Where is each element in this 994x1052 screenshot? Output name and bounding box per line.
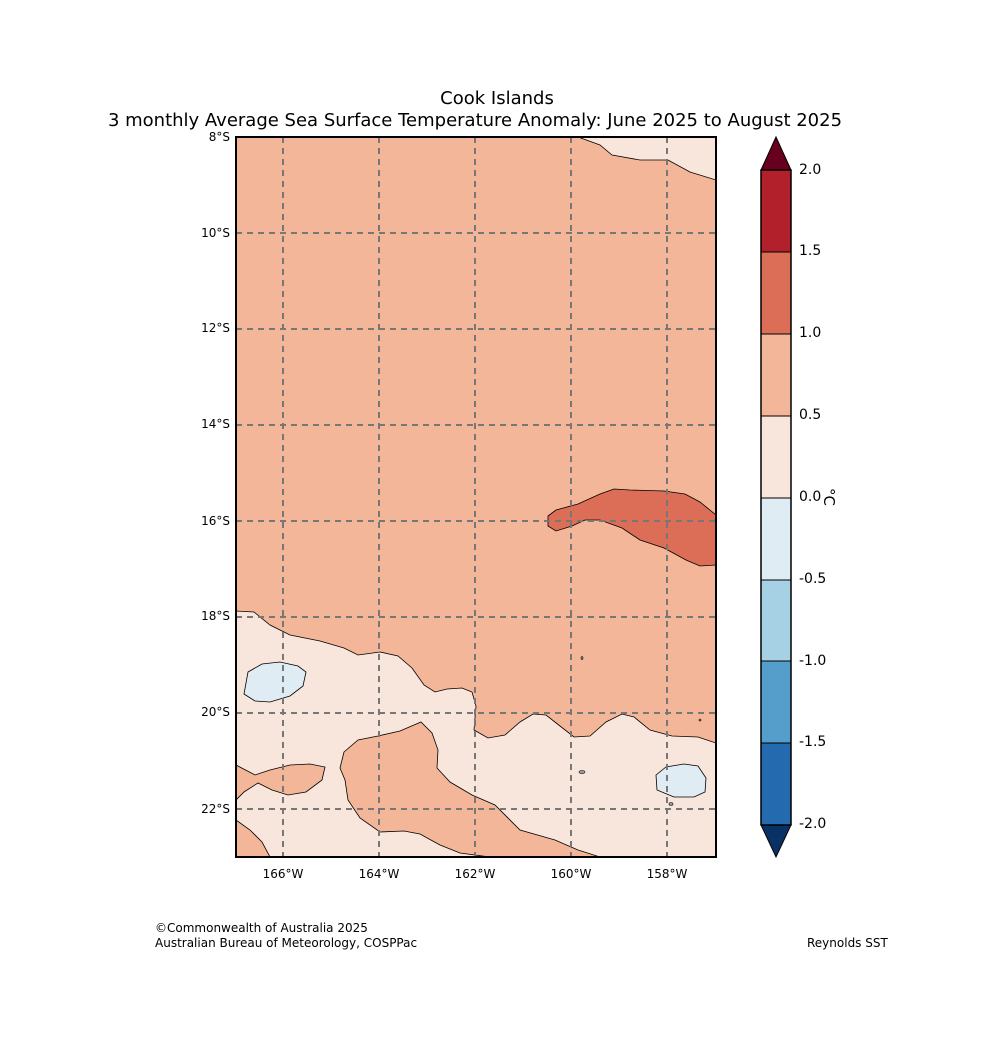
anomaly-region-cool-west: [243, 661, 307, 703]
colorbar-unit: °C: [820, 488, 838, 506]
lat-label: 16°S: [201, 514, 230, 528]
anomaly-region-0.5-1.0-corner: [236, 819, 271, 857]
colorbar-label: 1.5: [799, 243, 822, 259]
colorbar-band: [761, 661, 791, 743]
colorbar-label: -0.5: [799, 571, 827, 587]
lat-label: 20°S: [201, 705, 230, 719]
anomaly-region-cool-east: [655, 763, 707, 798]
lat-label: 8°S: [208, 130, 230, 144]
gridlines: [236, 137, 716, 857]
colorbar: [760, 135, 792, 859]
lon-label: 166°W: [262, 867, 304, 881]
colorbar-above-max: [760, 135, 792, 171]
island-marker: [698, 718, 702, 722]
chart-title: Cook Islands: [440, 88, 554, 109]
lat-label: 18°S: [201, 609, 230, 623]
anomaly-region-1.0-1.5: [547, 488, 716, 567]
lat-label: 12°S: [201, 321, 230, 335]
anomaly-region-0.5-1.0-tongue: [339, 721, 601, 857]
lon-label: 164°W: [358, 867, 400, 881]
island-marker: [580, 656, 584, 660]
colorbar-label: -1.0: [799, 653, 827, 669]
colorbar-label: 2.0: [799, 162, 822, 178]
colorbar-label: 0.5: [799, 407, 822, 423]
colorbar-band: [761, 743, 791, 825]
copyright-text: ©Commonwealth of Australia 2025: [155, 921, 368, 935]
colorbar-band: [761, 416, 791, 498]
colorbar-band: [761, 334, 791, 416]
colorbar-band: [761, 498, 791, 580]
colorbar-below-min: [760, 824, 792, 859]
colorbar-label: -1.5: [799, 734, 827, 750]
colorbar-label: 0.0: [799, 489, 822, 505]
lat-label: 10°S: [201, 226, 230, 240]
colorbar-band: [761, 252, 791, 334]
lat-label: 22°S: [201, 802, 230, 816]
anomaly-region-0.5-1.0-west: [236, 763, 326, 801]
lon-label: 160°W: [550, 867, 592, 881]
map-frame: [235, 136, 717, 858]
lat-label: 14°S: [201, 417, 230, 431]
colorbar-label: 1.0: [799, 325, 822, 341]
colorbar-band: [761, 580, 791, 661]
map-plot-area: [236, 137, 716, 857]
data-source-text: Reynolds SST: [807, 936, 888, 950]
colorbar-label: -2.0: [799, 816, 827, 832]
agency-text: Australian Bureau of Meteorology, COSPPa…: [155, 936, 418, 950]
lon-label: 162°W: [454, 867, 496, 881]
lon-label: 158°W: [646, 867, 688, 881]
colorbar-band: [761, 170, 791, 252]
chart-subtitle: 3 monthly Average Sea Surface Temperatur…: [107, 110, 843, 131]
island-marker: [668, 802, 674, 806]
island-marker: [578, 770, 586, 774]
